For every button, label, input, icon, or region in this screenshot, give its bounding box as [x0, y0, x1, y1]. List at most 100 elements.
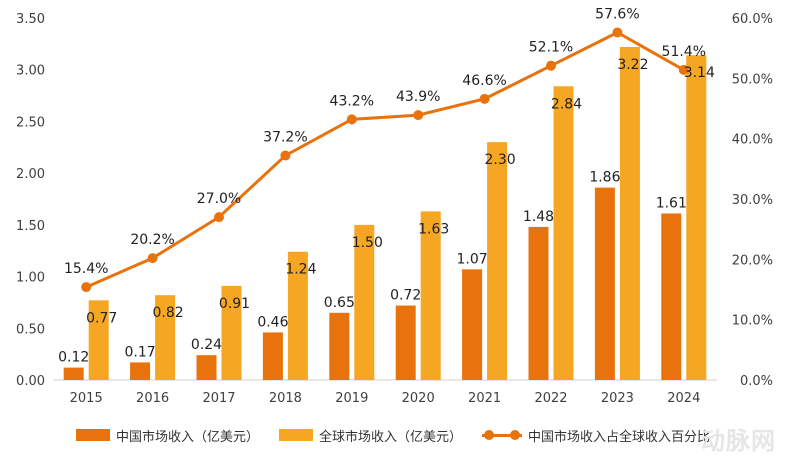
data-label-percent: 37.2% [263, 130, 307, 146]
y-tick-label: 1.00 [16, 271, 45, 286]
legend-swatch-percent [482, 429, 522, 441]
data-label-china: 0.72 [390, 288, 421, 304]
data-label-global: 0.91 [219, 296, 250, 312]
percent-point [81, 282, 92, 293]
data-label-global: 0.77 [86, 310, 117, 326]
percent-point [612, 27, 623, 38]
y-tick-label: 1.50 [16, 219, 45, 234]
bar-global [287, 251, 308, 380]
y2-tick-label: 30.0% [732, 193, 773, 208]
percent-line-path [85, 30, 685, 289]
y-tick-label: 3.00 [16, 64, 45, 79]
data-label-global: 1.63 [418, 221, 449, 237]
bar-global [619, 46, 640, 381]
x-tick-label: 2023 [601, 391, 634, 406]
bar-global [487, 142, 508, 380]
data-label-percent: 15.4% [64, 261, 108, 277]
bars [63, 46, 707, 381]
data-label-china: 1.48 [523, 209, 554, 225]
data-label-china: 1.86 [589, 170, 620, 186]
percent-point [280, 150, 291, 161]
data-label-percent: 27.0% [197, 191, 241, 207]
data-label-global: 1.24 [285, 262, 316, 278]
percent-point [214, 212, 224, 223]
bar-china [462, 269, 483, 380]
bar-global [686, 55, 707, 381]
percent-point [479, 93, 490, 104]
percent-line [81, 27, 689, 293]
legend-label-china: 中国市场收入（亿美元） [115, 429, 259, 445]
data-label-percent: 20.2% [130, 232, 174, 248]
bar-global [88, 300, 109, 380]
legend-item-china: 中国市场收入（亿美元） [75, 426, 259, 445]
bar-global [420, 211, 441, 380]
y-tick-label: 2.50 [16, 115, 45, 130]
percent-point [147, 253, 158, 264]
y2-tick-label: 20.0% [732, 253, 773, 268]
data-label-global: 0.82 [153, 305, 184, 321]
bar-china [661, 213, 682, 380]
x-tick-label: 2016 [136, 391, 169, 406]
data-label-global: 1.50 [352, 235, 383, 251]
percent-point [546, 60, 556, 71]
legend-label-percent: 中国市场收入占全球收入百分比 [528, 429, 711, 445]
watermark: 动脉网 [701, 427, 776, 455]
y2-tick-label: 40.0% [732, 133, 773, 148]
y2-tick-label: 10.0% [732, 314, 773, 329]
data-label-percent: 57.6% [595, 6, 639, 22]
bar-china [130, 362, 151, 380]
bar-china [395, 305, 416, 380]
x-tick-label: 2017 [202, 391, 235, 406]
percent-point [346, 114, 357, 125]
data-label-china: 1.07 [457, 251, 488, 267]
data-label-global: 2.84 [551, 96, 582, 112]
bar-global [553, 86, 574, 381]
legend-item-percent: 中国市场收入占全球收入百分比 [482, 426, 710, 445]
y2-tick-label: 50.0% [732, 72, 773, 87]
data-labels: 0.12 0.77 0.17 0.82 0.24 0.91 0.46 1.24 0.65 1.50… [58, 6, 715, 365]
percent-point [413, 110, 424, 121]
data-label-global: 3.14 [684, 65, 715, 81]
data-label-china: 1.61 [656, 195, 687, 211]
data-label-china: 0.17 [125, 344, 156, 360]
data-label-china: 0.12 [58, 350, 89, 366]
data-label-percent: 46.6% [462, 73, 506, 89]
bar-china [528, 226, 549, 380]
x-tick-label: 2018 [269, 391, 302, 406]
legend: 中国市场收入（亿美元） 全球市场收入（亿美元） 中国市场收入占全球收入百分比 [0, 424, 786, 446]
y2-tick-label: 0.0% [740, 374, 773, 389]
x-tick-label: 2020 [402, 391, 435, 406]
bar-china [262, 332, 283, 380]
bar-china [329, 312, 350, 380]
bar-global [354, 224, 375, 380]
legend-swatch-global [278, 429, 313, 441]
data-label-global: 2.30 [485, 152, 516, 168]
y2-tick-label: 60.0% [732, 12, 773, 27]
x-tick-label: 2021 [468, 391, 501, 406]
data-label-percent: 43.2% [330, 93, 374, 109]
bar-china [196, 355, 217, 380]
data-label-global: 3.22 [617, 57, 648, 73]
bar-china [594, 187, 615, 380]
y-tick-label: 3.50 [16, 12, 45, 27]
x-tick-label: 2015 [70, 391, 103, 406]
axes: 0.00 0.50 1.00 1.50 2.00 2.50 3.00 3.50 0.0% 10.0… [16, 12, 773, 406]
data-label-percent: 43.9% [396, 89, 440, 105]
data-label-china: 0.46 [257, 314, 288, 330]
y-tick-label: 0.50 [16, 322, 45, 337]
bar-china [63, 367, 84, 380]
x-tick-label: 2024 [667, 391, 700, 406]
x-tick-label: 2019 [335, 391, 368, 406]
x-tick-label: 2022 [534, 391, 567, 406]
y-tick-label: 2.00 [16, 167, 45, 182]
percent-point [678, 64, 689, 75]
data-label-china: 0.24 [191, 337, 222, 353]
data-label-percent: 52.1% [529, 40, 573, 56]
bar-global [155, 295, 176, 380]
bar-global [221, 285, 242, 380]
legend-label-global: 全球市场收入（亿美元） [318, 429, 462, 445]
legend-item-global: 全球市场收入（亿美元） [278, 426, 462, 445]
y-tick-label: 0.00 [16, 374, 45, 389]
legend-swatch-china [75, 429, 110, 441]
